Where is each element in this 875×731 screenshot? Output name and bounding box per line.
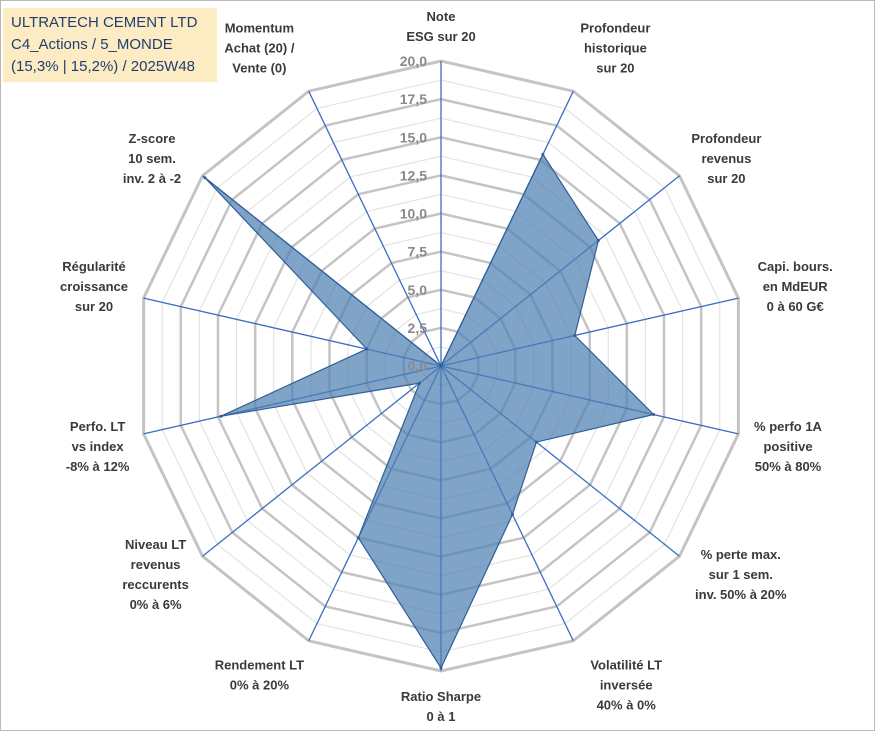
axis-label-line: sur 20 xyxy=(596,61,634,76)
data-point xyxy=(418,381,421,385)
tick-label: 2,5 xyxy=(408,320,428,336)
axis-label-line: Z-score xyxy=(129,131,176,146)
axis-label: Perfo. LT vs index -8% à 12% xyxy=(66,419,130,474)
axis-label: Volatilité LT inversée 40% à 0% xyxy=(590,657,662,712)
axis-label-line: 0% à 20% xyxy=(230,677,290,692)
chart-title-box: ULTRATECH CEMENT LTD C4_Actions / 5_MOND… xyxy=(3,8,217,82)
axis-label: Rendement LT 0% à 20% xyxy=(215,657,304,692)
axis-label-line: % perte max. xyxy=(701,547,781,562)
axis-label-line: historique xyxy=(584,41,647,56)
data-point xyxy=(203,176,207,180)
data-point xyxy=(439,364,443,368)
axis-label-line: sur 20 xyxy=(75,299,113,314)
tick-label: 17,5 xyxy=(400,91,427,107)
axis-label-line: croissance xyxy=(60,279,128,294)
data-point xyxy=(541,152,545,156)
tick-label: 7,5 xyxy=(408,244,428,260)
axis-label-line: Volatilité LT xyxy=(590,657,662,672)
axis-label: Ratio Sharpe 0 à 1 xyxy=(401,689,481,724)
axis-label: Capi. bours. en MdEUR 0 à 60 G€ xyxy=(758,259,833,314)
axis-label-line: sur 1 sem. xyxy=(709,567,773,582)
data-point xyxy=(439,666,443,670)
axis-label-line: Note xyxy=(427,9,456,24)
data-point xyxy=(573,334,577,337)
axis-label-line: inv. 2 à -2 xyxy=(123,171,181,186)
tick-label: 5,0 xyxy=(408,282,428,298)
data-point xyxy=(219,414,223,418)
axis-label-line: Profondeur xyxy=(580,21,650,36)
axis-label-line: reccurents xyxy=(122,577,188,592)
radar-spoke xyxy=(202,365,442,557)
axis-label-line: Rendement LT xyxy=(215,657,304,672)
radar-spoke xyxy=(308,90,442,367)
axis-label: Note ESG sur 20 xyxy=(406,9,475,44)
axis-label-line: revenus xyxy=(131,557,181,572)
axis-label-line: ESG sur 20 xyxy=(406,29,475,44)
tick-label: 20,0 xyxy=(400,53,427,69)
company-name: ULTRATECH CEMENT LTD xyxy=(11,14,198,31)
axis-label: Régularité croissance sur 20 xyxy=(60,259,128,314)
axis-label-line: vs index xyxy=(72,439,125,454)
axis-label: Momentum Achat (20) / Vente (0) xyxy=(224,21,294,76)
axis-label-line: Ratio Sharpe xyxy=(401,689,481,704)
data-series-area xyxy=(204,153,655,670)
axis-label: % perfo 1A positive 50% à 80% xyxy=(754,419,823,474)
axis-label-line: inversée xyxy=(600,677,653,692)
axis-label: Profondeur revenus sur 20 xyxy=(691,131,761,186)
axis-label-line: % perfo 1A xyxy=(754,419,823,434)
axis-label-line: inv. 50% à 20% xyxy=(695,587,787,602)
axis-label-line: positive xyxy=(763,439,812,454)
axis-label-line: 40% à 0% xyxy=(597,697,657,712)
axis-label-line: 0 à 60 G€ xyxy=(767,299,824,314)
stats-label: (15,3% | 15,2%) / 2025W48 xyxy=(11,58,195,75)
axis-label-line: en MdEUR xyxy=(763,279,829,294)
axis-label-line: Perfo. LT xyxy=(70,419,125,434)
axis-label-line: 0 à 1 xyxy=(427,709,456,724)
axis-label: Profondeur historique sur 20 xyxy=(580,21,650,76)
axis-label-line: Régularité xyxy=(62,259,126,274)
tick-label: 10,0 xyxy=(400,206,427,222)
data-point xyxy=(534,440,538,444)
data-point xyxy=(356,536,360,540)
axis-label-line: Profondeur xyxy=(691,131,761,146)
axis-label: % perte max. sur 1 sem. inv. 50% à 20% xyxy=(695,547,787,602)
axis-label-line: 0% à 6% xyxy=(130,597,182,612)
axis-label-line: revenus xyxy=(701,151,751,166)
axis-label: Z-score 10 sem. inv. 2 à -2 xyxy=(123,131,181,186)
data-point xyxy=(365,347,369,351)
axis-label-line: 10 sem. xyxy=(128,151,176,166)
tick-label: 12,5 xyxy=(400,167,427,183)
axis-label-line: Momentum xyxy=(225,21,294,36)
data-point xyxy=(511,512,514,516)
tick-label: 0,0 xyxy=(408,358,428,374)
axis-label-line: Niveau LT xyxy=(125,537,186,552)
axis-label-line: -8% à 12% xyxy=(66,459,130,474)
axis-label-line: Achat (20) / xyxy=(224,41,294,56)
axis-label-line: Capi. bours. xyxy=(758,259,833,274)
data-point xyxy=(596,239,600,242)
axis-label-line: Vente (0) xyxy=(232,61,286,76)
category-label: C4_Actions / 5_MONDE xyxy=(11,36,173,53)
axis-label: Niveau LT revenus reccurents 0% à 6% xyxy=(122,537,188,612)
axis-label-line: 50% à 80% xyxy=(755,459,822,474)
data-point xyxy=(652,413,656,416)
axis-label-line: sur 20 xyxy=(707,171,745,186)
tick-label: 15,0 xyxy=(400,129,427,145)
